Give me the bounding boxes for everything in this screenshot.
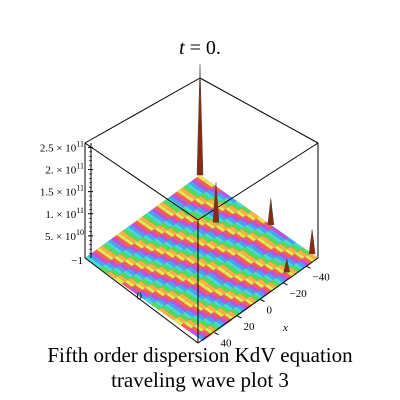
plot-title: t = 0. <box>179 37 221 59</box>
x-tick-label: −40 <box>313 271 331 283</box>
box-edge <box>84 257 199 344</box>
z-tick-label: 5. × 1010 <box>45 228 84 243</box>
spike <box>267 198 275 226</box>
x-tick <box>306 265 311 269</box>
x-tick-label: 20 <box>244 321 256 333</box>
y-tick-label: 0 <box>137 291 143 303</box>
x-tick-label: 0 <box>267 305 273 317</box>
x-tick-label: 40 <box>221 338 233 350</box>
box-edge <box>84 142 199 221</box>
surface <box>84 174 319 342</box>
z-tick-label: 2. × 1011 <box>45 162 84 177</box>
x-tick <box>260 299 265 302</box>
x-tick-label: −20 <box>290 288 308 300</box>
spikes <box>196 64 316 273</box>
x-tick <box>283 282 288 286</box>
z-tick-label: 1.5 × 1011 <box>40 184 84 199</box>
caption-line-1: Fifth order dispersion KdV equation <box>47 343 353 367</box>
spike <box>212 182 220 223</box>
spike <box>283 258 291 273</box>
axis-ticks: 5. × 1010 1. × 1011 1.5 × 1011 2. × 1011 2.5… <box>40 139 330 349</box>
z-tick-label: 2.5 × 1011 <box>40 139 84 154</box>
y-tick-label: −1 <box>71 255 83 267</box>
spike <box>196 64 204 176</box>
x-tick <box>237 315 242 319</box>
box-edge <box>197 257 319 344</box>
x-axis-label: x <box>282 322 288 334</box>
box-edge <box>199 77 319 144</box>
caption-line-2: traveling wave plot 3 <box>111 368 289 392</box>
box-edge <box>84 77 201 144</box>
spike <box>308 229 316 255</box>
z-tick-label: 1. × 1011 <box>45 206 84 221</box>
x-tick <box>214 332 219 336</box>
